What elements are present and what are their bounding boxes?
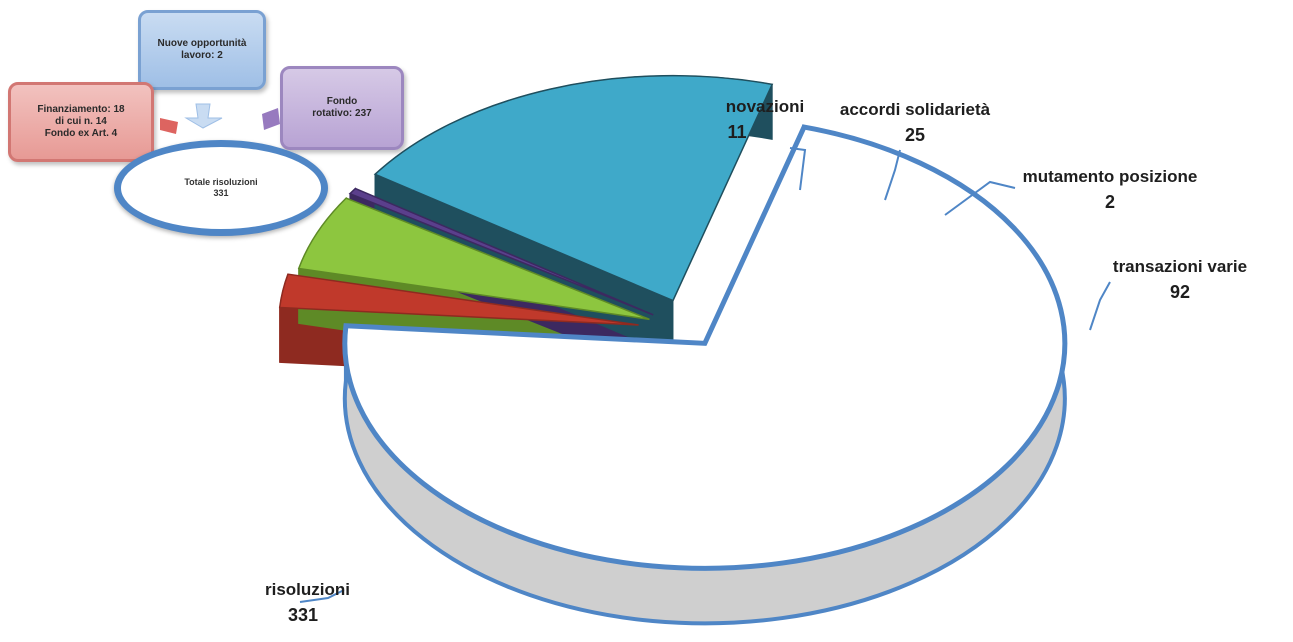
slice-accordi-solidariet [297,197,650,321]
connector-arrow-left [160,118,178,134]
financing-line2: di cui n. 14 [55,116,107,127]
value-novazioni: 11 [727,122,746,142]
new-opportunities-line2: lavoro: 2 [181,50,223,61]
slice-risoluzioni [342,124,1068,571]
slice-novazioni [278,273,639,326]
financing-box: Finanziamento: 18 di cui n. 14 Fondo ex … [8,82,154,162]
total-resolutions-ellipse: Totale risoluzioni 331 [114,140,328,236]
label-transazioni-varie: transazioni varie [1113,257,1247,276]
leader-line-novazioni [789,147,807,191]
leader-line-risoluzioni [299,589,345,603]
financing-line3: Fondo ex Art. 4 [44,128,118,139]
slice-mutamento-posizione [348,187,654,316]
slice-transazioni-varie [373,74,774,302]
leader-line-accordi-solidariet [884,149,901,201]
value-accordi-solidariet: 25 [905,125,925,145]
diagram-connectors [160,103,280,134]
label-accordi-solidariet: accordi solidarietà [840,100,991,119]
new-opportunities-line1: Nuove opportunità [157,38,247,49]
slice-tops [278,74,1068,571]
connector-arrow-right [262,108,280,130]
slice-labels: risoluzioni 331 novazioni 11 accordi solidar… [265,97,1247,625]
value-risoluzioni: 331 [288,605,318,625]
total-resolutions-line1: Totale risoluzioni [184,177,258,187]
label-risoluzioni: risoluzioni [265,580,350,599]
rotating-fund-box: Fondo rotativo: 237 [280,66,404,150]
value-transazioni-varie: 92 [1170,282,1190,302]
rotating-fund-line1: Fondo [326,96,358,107]
connector-arrow-top [184,103,223,129]
financing-line1: Finanziamento: 18 [37,104,125,115]
new-opportunities-box: Nuove opportunità lavoro: 2 [138,10,266,90]
total-resolutions-line2: 331 [213,188,229,198]
value-mutamento-posizione: 2 [1105,192,1115,212]
leader-line-mutamento-posizione [944,180,1016,216]
label-mutamento-posizione: mutamento posizione [1023,167,1198,186]
leader-line-transazioni-varie [1089,281,1111,331]
rotating-fund-line2: rotativo: 237 [312,108,372,119]
label-novazioni: novazioni [726,97,804,116]
